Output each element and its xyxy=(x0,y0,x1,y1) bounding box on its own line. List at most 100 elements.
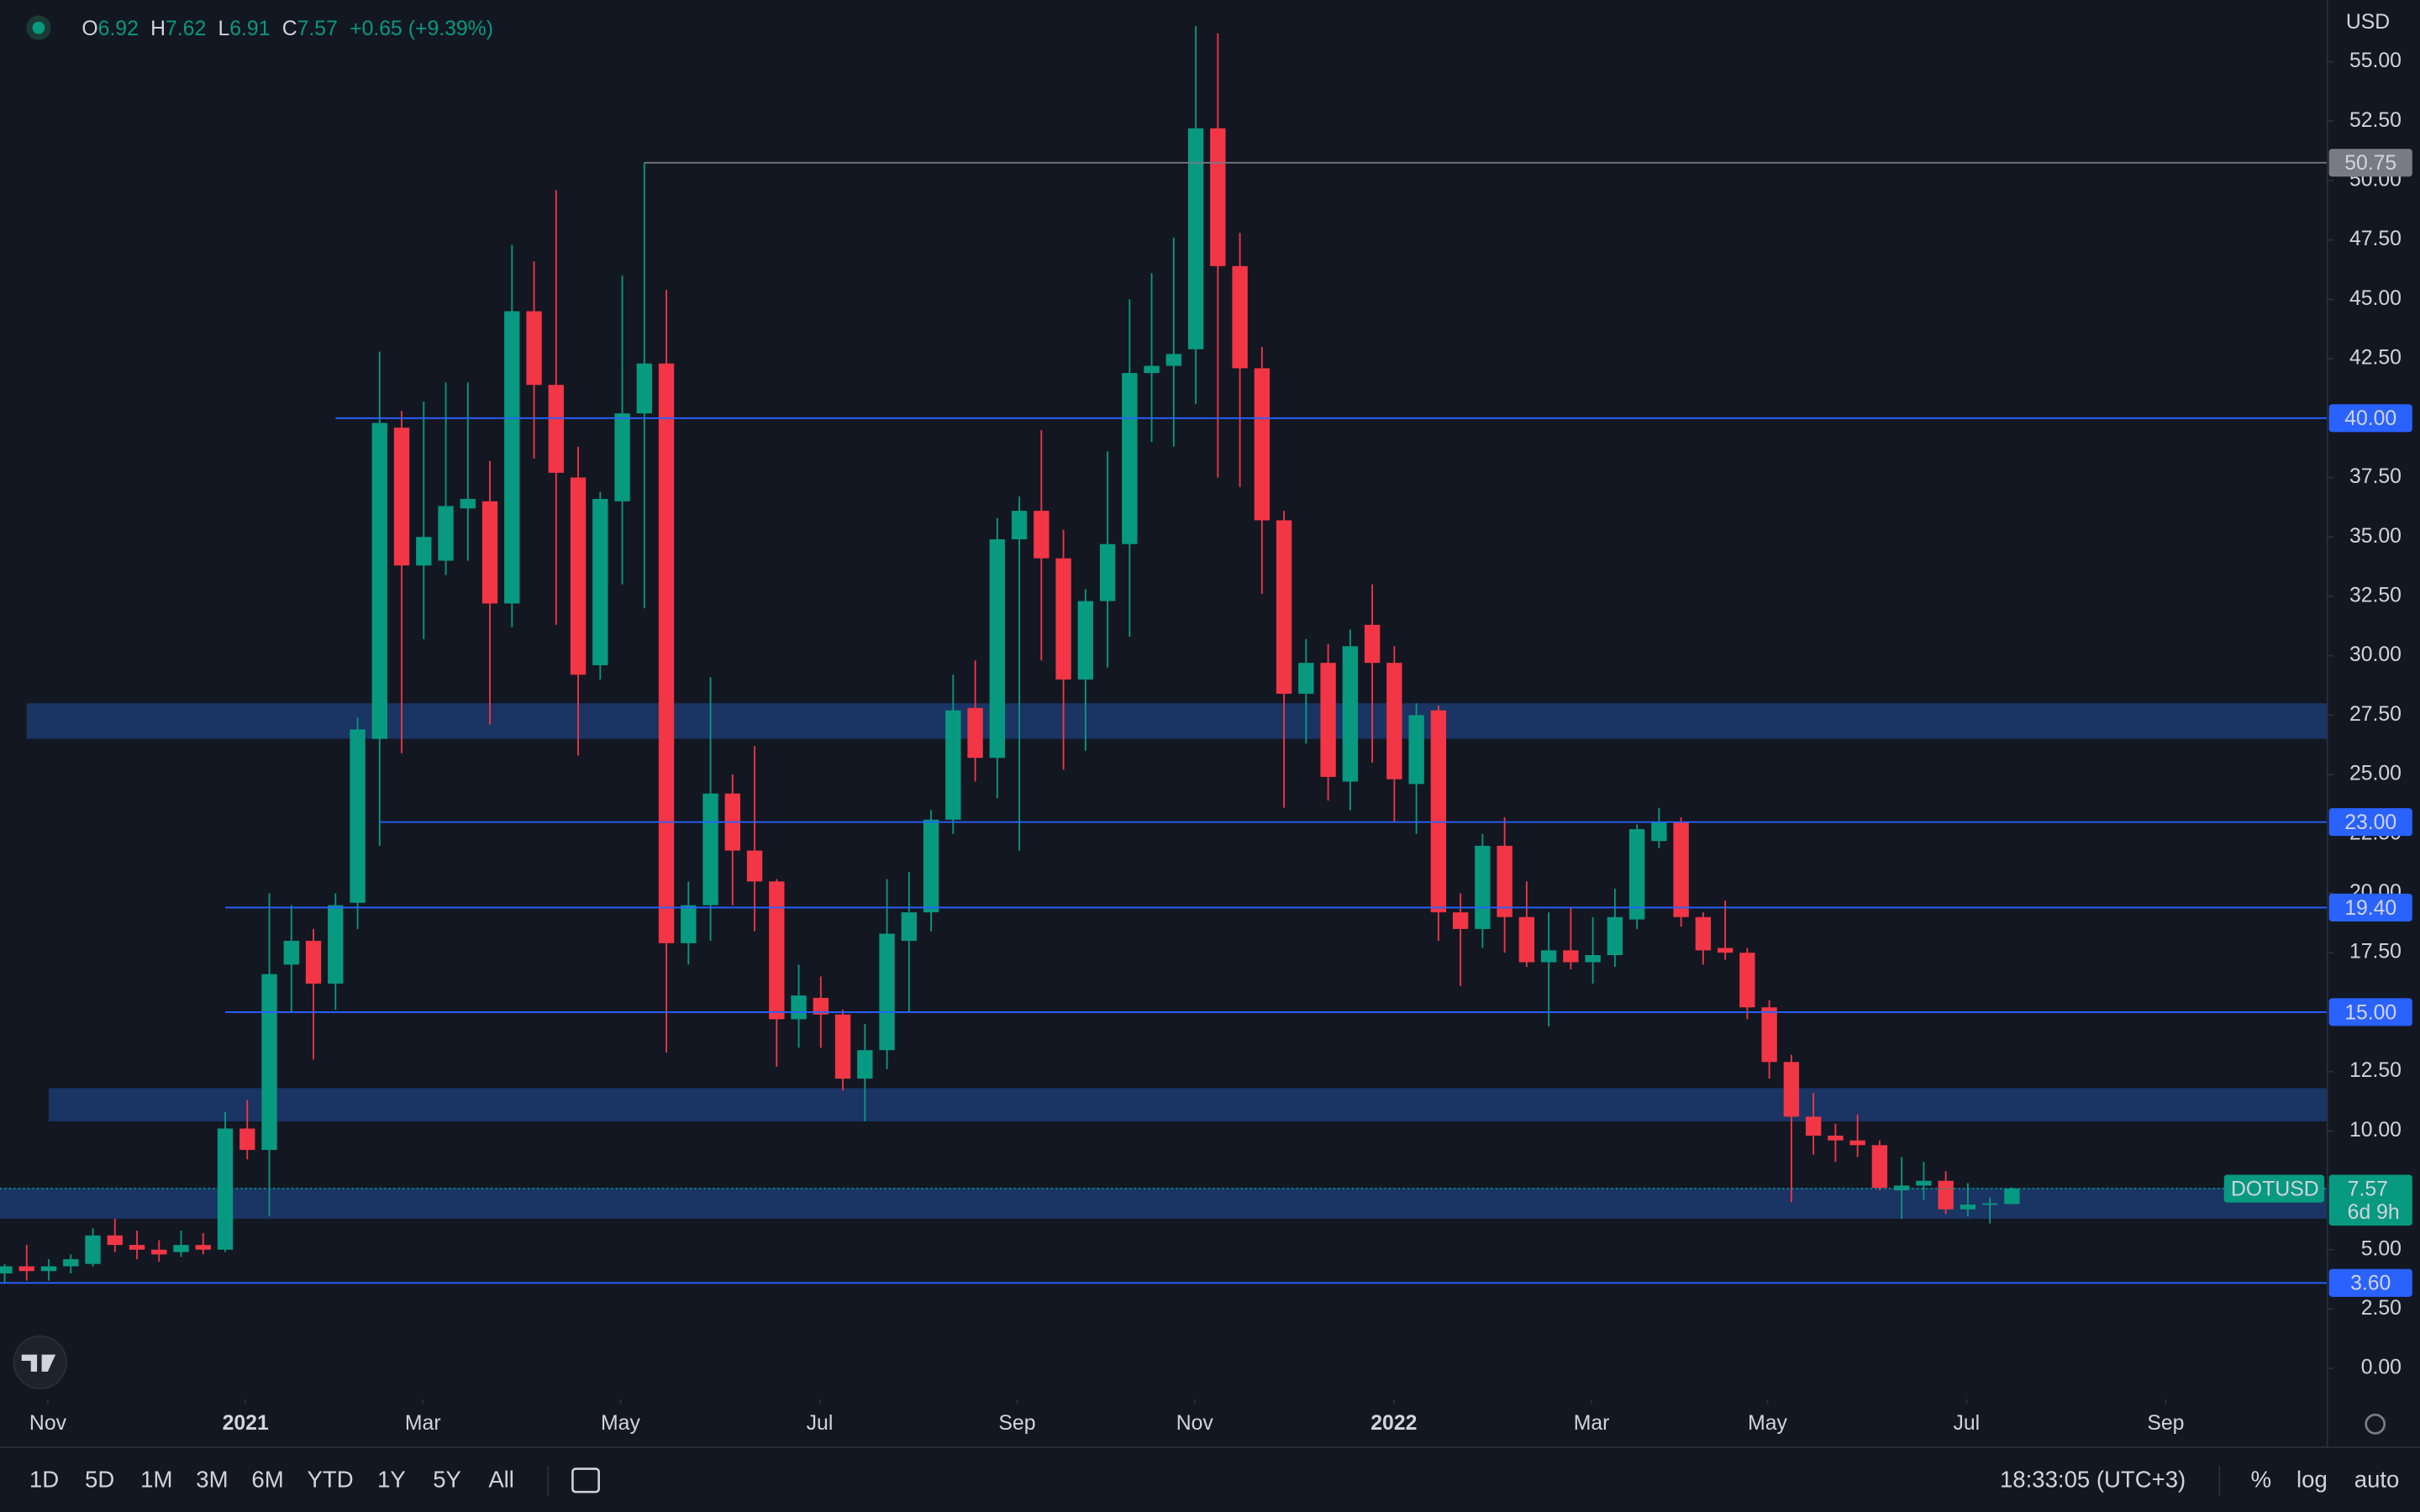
l-label: L xyxy=(218,17,229,39)
y-tick-label: 45.00 xyxy=(2349,287,2402,310)
candle-body xyxy=(1563,950,1579,963)
y-tick-label: 10.00 xyxy=(2349,1119,2402,1142)
symbol-label: DOTUSD xyxy=(2231,1178,2319,1200)
candle-body xyxy=(40,1266,57,1272)
candle-body xyxy=(1739,953,1755,1008)
candle-body xyxy=(1916,1180,1932,1186)
candle-body xyxy=(2004,1189,2020,1205)
candle-body xyxy=(1893,1185,1910,1191)
log-toggle[interactable]: log xyxy=(2296,1467,2328,1493)
range-button[interactable]: All xyxy=(488,1467,514,1493)
candle-body xyxy=(1210,128,1226,266)
candle-body xyxy=(1430,710,1447,913)
tv-logo-mark xyxy=(21,1354,56,1372)
candle-body xyxy=(371,423,387,739)
clock: 18:33:05 (UTC+3) xyxy=(2000,1467,2186,1493)
x-tick-label: May xyxy=(601,1412,640,1435)
candle-body xyxy=(1011,511,1028,540)
settings-icon[interactable] xyxy=(2365,1413,2386,1435)
candle-body xyxy=(1364,624,1381,664)
x-tick-label: Jul xyxy=(807,1412,834,1435)
candle-body xyxy=(1607,916,1623,956)
y-tick-label: 35.00 xyxy=(2349,525,2402,548)
zone xyxy=(49,1088,2328,1122)
candle-body xyxy=(151,1249,167,1255)
candle-body xyxy=(658,363,675,943)
candle-body xyxy=(989,539,1006,759)
level-tag xyxy=(2328,404,2412,433)
currency[interactable]: USD xyxy=(2346,11,2390,34)
x-tick-label: Nov xyxy=(29,1412,67,1435)
candle-body xyxy=(548,385,564,473)
candle-body xyxy=(1232,265,1248,369)
x-tick-label: Mar xyxy=(1574,1412,1610,1435)
candle-body xyxy=(1497,845,1512,917)
candle-body xyxy=(879,933,895,1051)
candle-body xyxy=(1540,950,1557,963)
range-button[interactable]: 1D xyxy=(29,1467,59,1493)
x-tick-label: Mar xyxy=(405,1412,441,1435)
candle-body xyxy=(504,311,520,604)
candle-body xyxy=(857,1050,873,1079)
candle-body xyxy=(1254,368,1270,521)
range-button[interactable]: 5Y xyxy=(433,1467,461,1493)
y-tick-label: 32.50 xyxy=(2349,584,2402,606)
zone xyxy=(0,1188,2328,1219)
range-button[interactable]: 1M xyxy=(140,1467,172,1493)
candle-body xyxy=(702,793,718,906)
x-tick-label: Nov xyxy=(1176,1412,1214,1435)
tv-logo[interactable] xyxy=(13,1335,67,1389)
candle-body xyxy=(1386,663,1402,780)
x-tick-label: 2021 xyxy=(223,1412,269,1435)
h-label: H xyxy=(150,17,166,39)
candle-body xyxy=(791,995,807,1020)
candle-body xyxy=(107,1235,123,1246)
candle-body xyxy=(217,1128,234,1250)
y-tick-label: 25.00 xyxy=(2349,763,2402,785)
countdown: 6d 9h xyxy=(2348,1201,2400,1224)
range-button[interactable]: 6M xyxy=(251,1467,283,1493)
candle-body xyxy=(592,498,608,665)
auto-toggle[interactable]: auto xyxy=(2354,1467,2400,1493)
candle-body xyxy=(416,537,432,566)
candle-body xyxy=(173,1245,189,1252)
candle-body xyxy=(393,428,410,566)
x-tick-label: Jul xyxy=(1953,1412,1980,1435)
candle-body xyxy=(526,311,542,386)
candle-body xyxy=(614,413,630,501)
candle-body xyxy=(636,363,652,414)
y-tick-label: 30.00 xyxy=(2349,643,2402,666)
candle-body xyxy=(1828,1135,1844,1141)
range-button[interactable]: 3M xyxy=(196,1467,228,1493)
candle-body xyxy=(1673,822,1689,917)
y-tick-label: 2.50 xyxy=(2361,1297,2402,1320)
candle-body xyxy=(438,506,454,561)
candle-body xyxy=(769,881,785,1020)
y-tick-label: 55.00 xyxy=(2349,50,2402,72)
candle-body xyxy=(1518,916,1535,963)
candle-body xyxy=(923,819,939,913)
y-tick-label: 5.00 xyxy=(2361,1237,2402,1260)
calendar-icon[interactable] xyxy=(571,1467,600,1494)
level-tag-label: 3.60 xyxy=(2350,1273,2391,1295)
percent-toggle[interactable]: % xyxy=(2251,1467,2272,1493)
range-button[interactable]: 5D xyxy=(85,1467,114,1493)
level-tag-label: 23.00 xyxy=(2344,811,2396,834)
o-label: O xyxy=(82,17,97,39)
candle-body xyxy=(1960,1204,1976,1210)
candle-body xyxy=(195,1245,211,1250)
range-button[interactable]: YTD xyxy=(308,1467,354,1493)
y-tick-label: 27.50 xyxy=(2349,703,2402,726)
y-tick-label: 12.50 xyxy=(2349,1059,2402,1082)
level-tag xyxy=(2328,149,2412,177)
candle-body xyxy=(1651,822,1667,842)
x-tick-label: Sep xyxy=(998,1412,1035,1435)
status-dot xyxy=(32,21,45,34)
zone xyxy=(26,703,2328,739)
range-button[interactable]: 1Y xyxy=(377,1467,406,1493)
candle-body xyxy=(1165,354,1182,366)
level-tag xyxy=(2328,998,2412,1026)
candle-body xyxy=(460,498,476,509)
candle-body xyxy=(1475,845,1491,929)
